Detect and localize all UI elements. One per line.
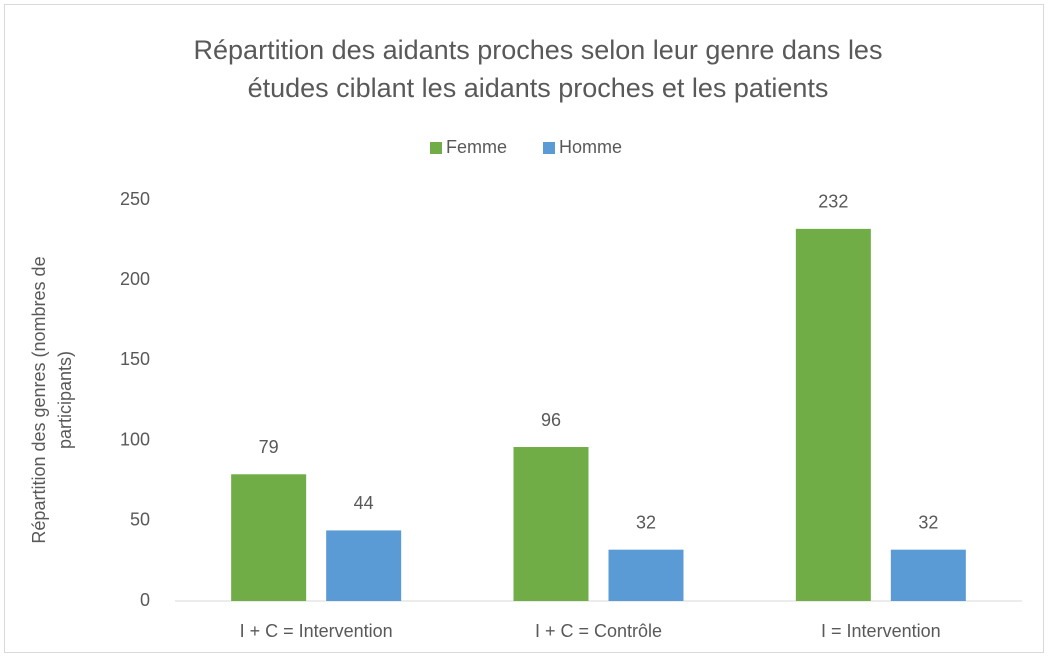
data-label: 232	[818, 192, 848, 212]
y-axis-title-line: participants)	[55, 351, 75, 449]
legend-label: Femme	[446, 137, 507, 157]
bar	[608, 549, 684, 601]
data-label: 32	[636, 512, 656, 532]
bar	[890, 549, 966, 601]
legend-swatch	[543, 142, 555, 154]
y-tick-label: 0	[140, 590, 150, 610]
x-tick-label: I = Intervention	[821, 621, 941, 641]
x-tick-label: I + C = Contrôle	[535, 621, 662, 641]
y-tick-label: 150	[120, 349, 150, 369]
data-label: 32	[918, 512, 938, 532]
chart-title: Répartition des aidants proches selon le…	[194, 35, 883, 65]
y-tick-label: 50	[130, 510, 150, 530]
bar	[326, 530, 402, 601]
y-tick-label: 200	[120, 269, 150, 289]
y-tick-label: 100	[120, 429, 150, 449]
bar	[795, 228, 871, 601]
legend-swatch	[430, 142, 442, 154]
y-axis-title: Répartition des genres (nombres de parti…	[29, 256, 75, 543]
bar	[231, 474, 307, 601]
data-label: 79	[259, 437, 279, 457]
chart-title: études ciblant les aidants proches et le…	[248, 73, 829, 103]
legend-label: Homme	[559, 137, 622, 157]
y-tick-label: 250	[120, 189, 150, 209]
bar	[513, 447, 589, 601]
data-label: 44	[354, 493, 374, 513]
data-label: 96	[541, 410, 561, 430]
y-axis-title-line: Répartition des genres (nombres de	[29, 256, 49, 543]
x-tick-label: I + C = Intervention	[240, 621, 393, 641]
